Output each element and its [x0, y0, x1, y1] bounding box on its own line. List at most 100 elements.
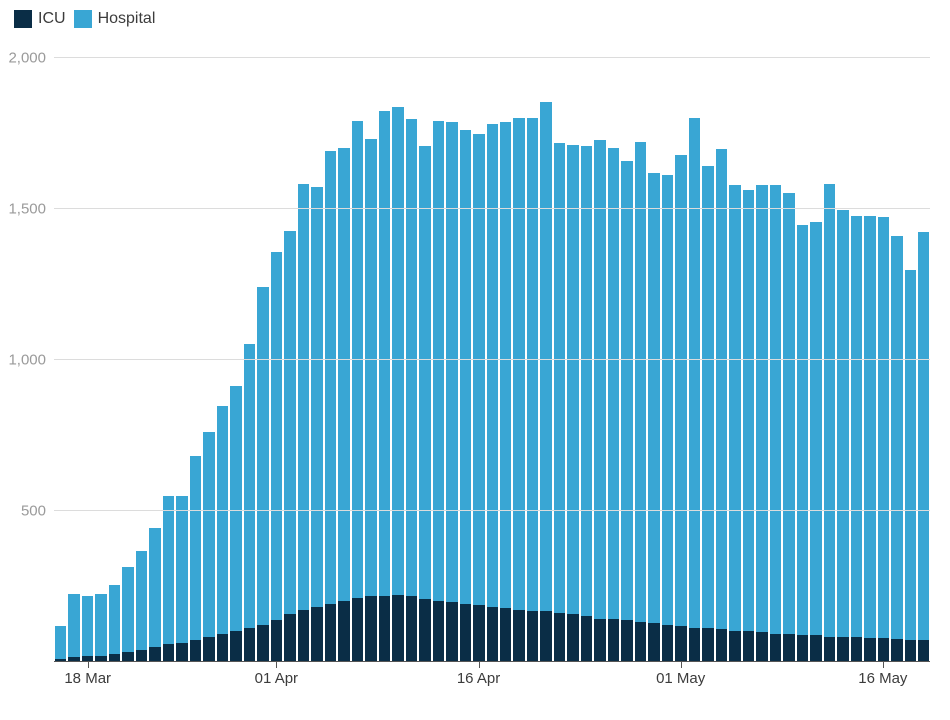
bar-segment-icu [473, 605, 484, 661]
bar-segment-icu [82, 656, 93, 661]
bar [55, 42, 66, 661]
bar-segment-icu [581, 616, 592, 661]
bar-segment-hospital [716, 149, 727, 629]
bar-segment-icu [851, 637, 862, 661]
legend: ICU Hospital [0, 0, 938, 42]
bar [662, 42, 673, 661]
bar-segment-hospital [756, 185, 767, 632]
bar [689, 42, 700, 661]
bar [864, 42, 875, 661]
bar [460, 42, 471, 661]
bar [122, 42, 133, 661]
bar-segment-icu [891, 639, 902, 661]
bar-segment-icu [675, 626, 686, 661]
bar [163, 42, 174, 661]
bar-segment-icu [540, 611, 551, 661]
bar-segment-hospital [311, 187, 322, 607]
bar [743, 42, 754, 661]
bar-segment-hospital [891, 236, 902, 639]
bar [527, 42, 538, 661]
bar-segment-hospital [68, 594, 79, 657]
x-tick-label: 16 May [858, 670, 907, 687]
bar [257, 42, 268, 661]
x-tick [479, 662, 480, 668]
gridline: 500 [54, 510, 930, 511]
bar-segment-icu [594, 619, 605, 661]
bar-segment-icu [487, 607, 498, 661]
bar [406, 42, 417, 661]
bar-segment-hospital [770, 185, 781, 633]
bar-segment-hospital [594, 140, 605, 619]
bar [298, 42, 309, 661]
bar [675, 42, 686, 661]
bar [230, 42, 241, 661]
bar [540, 42, 551, 661]
bar-segment-hospital [271, 252, 282, 620]
gridline: 2,000 [54, 57, 930, 58]
bar-segment-icu [635, 622, 646, 661]
x-tick-label: 01 Apr [255, 670, 298, 687]
bar-segment-hospital [783, 193, 794, 634]
bar [365, 42, 376, 661]
bar-segment-hospital [878, 217, 889, 638]
bar-segment-icu [230, 631, 241, 661]
bar [851, 42, 862, 661]
bar-segment-icu [446, 602, 457, 661]
bar-segment-icu [433, 601, 444, 661]
bar-segment-hospital [244, 344, 255, 628]
bar-segment-hospital [810, 222, 821, 636]
bar [352, 42, 363, 661]
bar [608, 42, 619, 661]
bar-segment-icu [770, 634, 781, 661]
bar-segment-hospital [513, 118, 524, 610]
bar [797, 42, 808, 661]
bar-segment-icu [122, 652, 133, 661]
bar-segment-hospital [608, 148, 619, 619]
bar-segment-icu [716, 629, 727, 661]
bar-segment-icu [136, 650, 147, 661]
bar [770, 42, 781, 661]
bar-segment-hospital [729, 185, 740, 630]
y-axis-label: 1,500 [8, 201, 46, 218]
bar-segment-hospital [298, 184, 309, 610]
bar-segment-icu [95, 656, 106, 661]
x-tick-label: 16 Apr [457, 670, 500, 687]
bar-segment-icu [824, 637, 835, 661]
bar-segment-icu [689, 628, 700, 661]
bar [702, 42, 713, 661]
bar-segment-hospital [743, 190, 754, 631]
bar [392, 42, 403, 661]
bar-segment-hospital [554, 143, 565, 613]
legend-label-icu: ICU [38, 10, 66, 28]
bar-segment-hospital [527, 118, 538, 612]
x-axis: 18 Mar01 Apr16 Apr01 May16 May [54, 662, 930, 702]
bar-segment-hospital [824, 184, 835, 637]
bar [891, 42, 902, 661]
bar-segment-hospital [136, 551, 147, 651]
bar-segment-icu [554, 613, 565, 661]
bar-segment-icu [406, 596, 417, 661]
bar [136, 42, 147, 661]
bar [446, 42, 457, 661]
y-axis-label: 500 [21, 503, 46, 520]
bar-segment-hospital [851, 216, 862, 637]
bar [878, 42, 889, 661]
bar-segment-hospital [540, 102, 551, 611]
bar-segment-hospital [460, 130, 471, 604]
bar-segment-icu [379, 596, 390, 661]
bar-segment-icu [500, 608, 511, 661]
bar-segment-hospital [446, 122, 457, 602]
bar [635, 42, 646, 661]
bar-segment-hospital [675, 155, 686, 626]
bar-segment-hospital [473, 134, 484, 605]
bar [149, 42, 160, 661]
bar [203, 42, 214, 661]
bar-segment-icu [513, 610, 524, 661]
bar-segment-hospital [203, 432, 214, 637]
bar-segment-icu [621, 620, 632, 661]
bar-segment-hospital [635, 142, 646, 622]
x-tick [88, 662, 89, 668]
bar-segment-icu [284, 614, 295, 661]
x-tick-label: 18 Mar [64, 670, 111, 687]
bar-segment-hospital [122, 567, 133, 652]
